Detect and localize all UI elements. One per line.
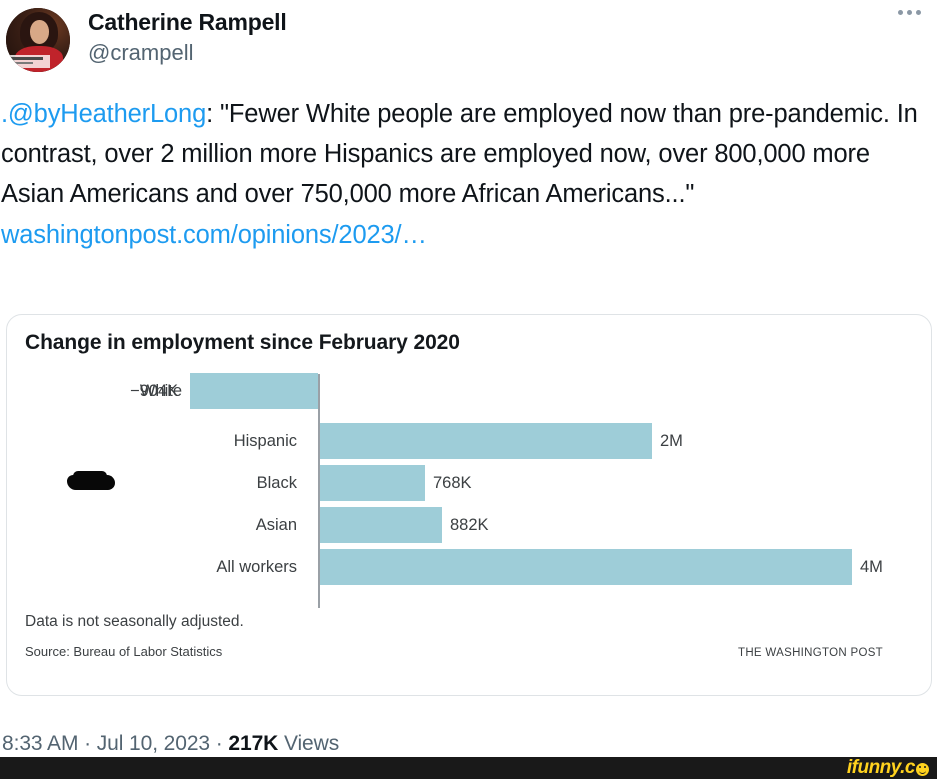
tweet-header: Catherine Rampell @crampell <box>0 0 937 82</box>
tweet-views-label: Views <box>283 732 340 755</box>
author-name-block: Catherine Rampell @crampell <box>88 6 287 68</box>
bar-value-label-all-workers: 4M <box>860 558 883 576</box>
chart-row-all-workers: All workers 4M <box>7 549 931 585</box>
bar-hispanic[interactable] <box>320 423 652 459</box>
bar-category-label-asian: Asian <box>255 516 297 534</box>
chart-source: Source: Bureau of Labor Statistics <box>25 644 223 659</box>
tweet-text: .@byHeatherLong: "Fewer White people are… <box>0 82 937 255</box>
more-horizontal-icon[interactable] <box>894 6 925 19</box>
author-display-name[interactable]: Catherine Rampell <box>88 9 287 35</box>
chart-brand: THE WASHINGTON POST <box>738 647 883 659</box>
bar-asian[interactable] <box>320 507 442 543</box>
tweet-meta: 8:33 AM · Jul 10, 2023 · 217K Views <box>2 732 339 756</box>
chart-title: Change in employment since February 2020 <box>25 331 460 354</box>
avatar-photo-chyron <box>6 55 50 68</box>
bar-value-label-white: −904K <box>130 382 179 400</box>
smiley-face-icon <box>916 762 929 776</box>
redaction-mark-black-label-upper <box>73 471 107 481</box>
bar-white[interactable] <box>190 373 318 409</box>
bar-category-label-white: White <box>139 382 182 400</box>
bar-value-label-asian: 882K <box>450 516 489 534</box>
tweet-text-content: : "Fewer White people are employed now t… <box>1 100 918 208</box>
ifunny-logo-text: ifunny.c <box>846 757 916 778</box>
bar-category-label-all-workers: All workers <box>216 558 297 576</box>
ifunny-logo: ifunny.c <box>847 758 929 778</box>
author-handle[interactable]: @crampell <box>88 40 194 65</box>
tweet-url-link[interactable]: washingtonpost.com/opinions/2023/… <box>1 221 427 249</box>
bar-all-workers[interactable] <box>320 549 852 585</box>
bar-value-label-hispanic: 2M <box>660 432 683 450</box>
ifunny-watermark-bar: ifunny.c <box>0 757 937 779</box>
chart-plot-area: White −904K Hispanic 2M Black 768K Asian… <box>7 373 931 613</box>
bar-category-label-hispanic: Hispanic <box>233 432 297 450</box>
bar-value-label-black: 768K <box>433 474 472 492</box>
chart-card[interactable]: Change in employment since February 2020… <box>6 314 932 696</box>
tweet-views-count: 217K <box>228 732 279 755</box>
bar-category-label-black: Black <box>256 474 297 492</box>
chart-row-asian: Asian 882K <box>7 507 931 543</box>
more-dot-1 <box>898 10 903 15</box>
avatar[interactable] <box>6 8 70 72</box>
meta-separator-1: · <box>84 732 92 755</box>
tweet-date: Jul 10, 2023 <box>96 732 210 755</box>
zero-axis-line <box>318 374 320 608</box>
mention-link[interactable]: .@byHeatherLong <box>1 100 207 128</box>
tweet-time: 8:33 AM <box>2 732 79 755</box>
meta-separator-2: · <box>215 732 223 755</box>
more-dot-2 <box>907 10 912 15</box>
chart-row-black: Black 768K <box>7 465 931 501</box>
more-dot-3 <box>916 10 921 15</box>
avatar-photo-face <box>30 20 49 44</box>
bar-black[interactable] <box>320 465 425 501</box>
chart-note: Data is not seasonally adjusted. <box>25 613 244 630</box>
chart-row-hispanic: Hispanic 2M <box>7 423 931 459</box>
chart-row-white: White −904K <box>7 373 931 409</box>
